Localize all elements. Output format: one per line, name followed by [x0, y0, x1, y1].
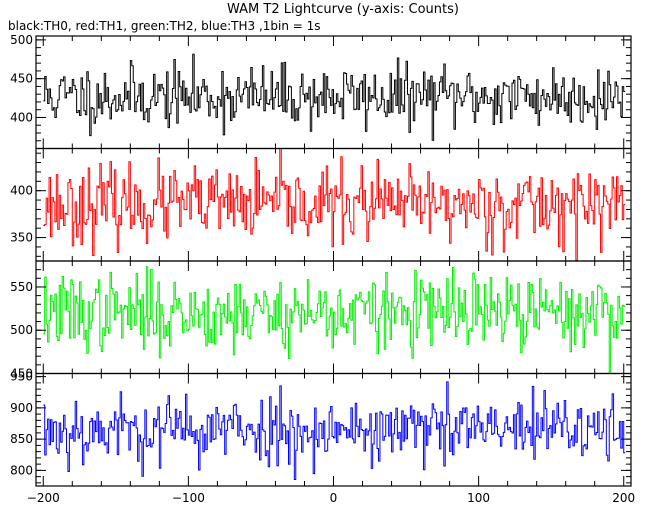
y-tick-label-3-2: 900: [10, 401, 33, 415]
panel-0: 400 450 500: [10, 33, 632, 150]
y-tick-label-0-2: 500: [10, 33, 33, 47]
series-line-2: [43, 266, 626, 373]
y-tick-label-3-0: 800: [10, 463, 33, 477]
series-line-3: [43, 381, 626, 480]
x-tick-label-1: −100: [172, 491, 205, 505]
chart-title: WAM T2 Lightcurve (y-axis: Counts): [227, 2, 459, 17]
panel-2: 450 500 550: [10, 260, 632, 381]
panel-1: 350 400: [10, 147, 632, 262]
y-tick-label-2-0: 450: [10, 367, 33, 381]
panel-frame-3: [35, 372, 632, 487]
y-tick-label-0-1: 450: [10, 72, 33, 86]
y-tick-label-2-2: 550: [10, 280, 33, 294]
y-tick-label-1-0: 350: [10, 231, 33, 245]
y-tick-label-3-1: 850: [10, 432, 33, 446]
panels-group: 400 450 500 350 400 450 500 550 800 850 900 950 −200…: [10, 33, 635, 505]
x-tick-label-0: −200: [27, 491, 60, 505]
y-tick-label-1-1: 400: [10, 184, 33, 198]
panel-3: 800 850 900 950 −200 −100 0 100 200: [10, 370, 635, 505]
y-tick-label-0-0: 400: [10, 110, 33, 124]
x-tick-label-3: 100: [467, 491, 490, 505]
series-line-1: [43, 148, 626, 261]
x-tick-label-2: 0: [330, 491, 338, 505]
x-tick-label-4: 200: [612, 491, 635, 505]
y-tick-label-3-3: 950: [10, 370, 33, 384]
y-tick-label-2-1: 500: [10, 323, 33, 337]
chart-subtitle: black:TH0, red:TH1, green:TH2, blue:TH3 …: [8, 19, 321, 33]
series-line-0: [43, 53, 626, 141]
